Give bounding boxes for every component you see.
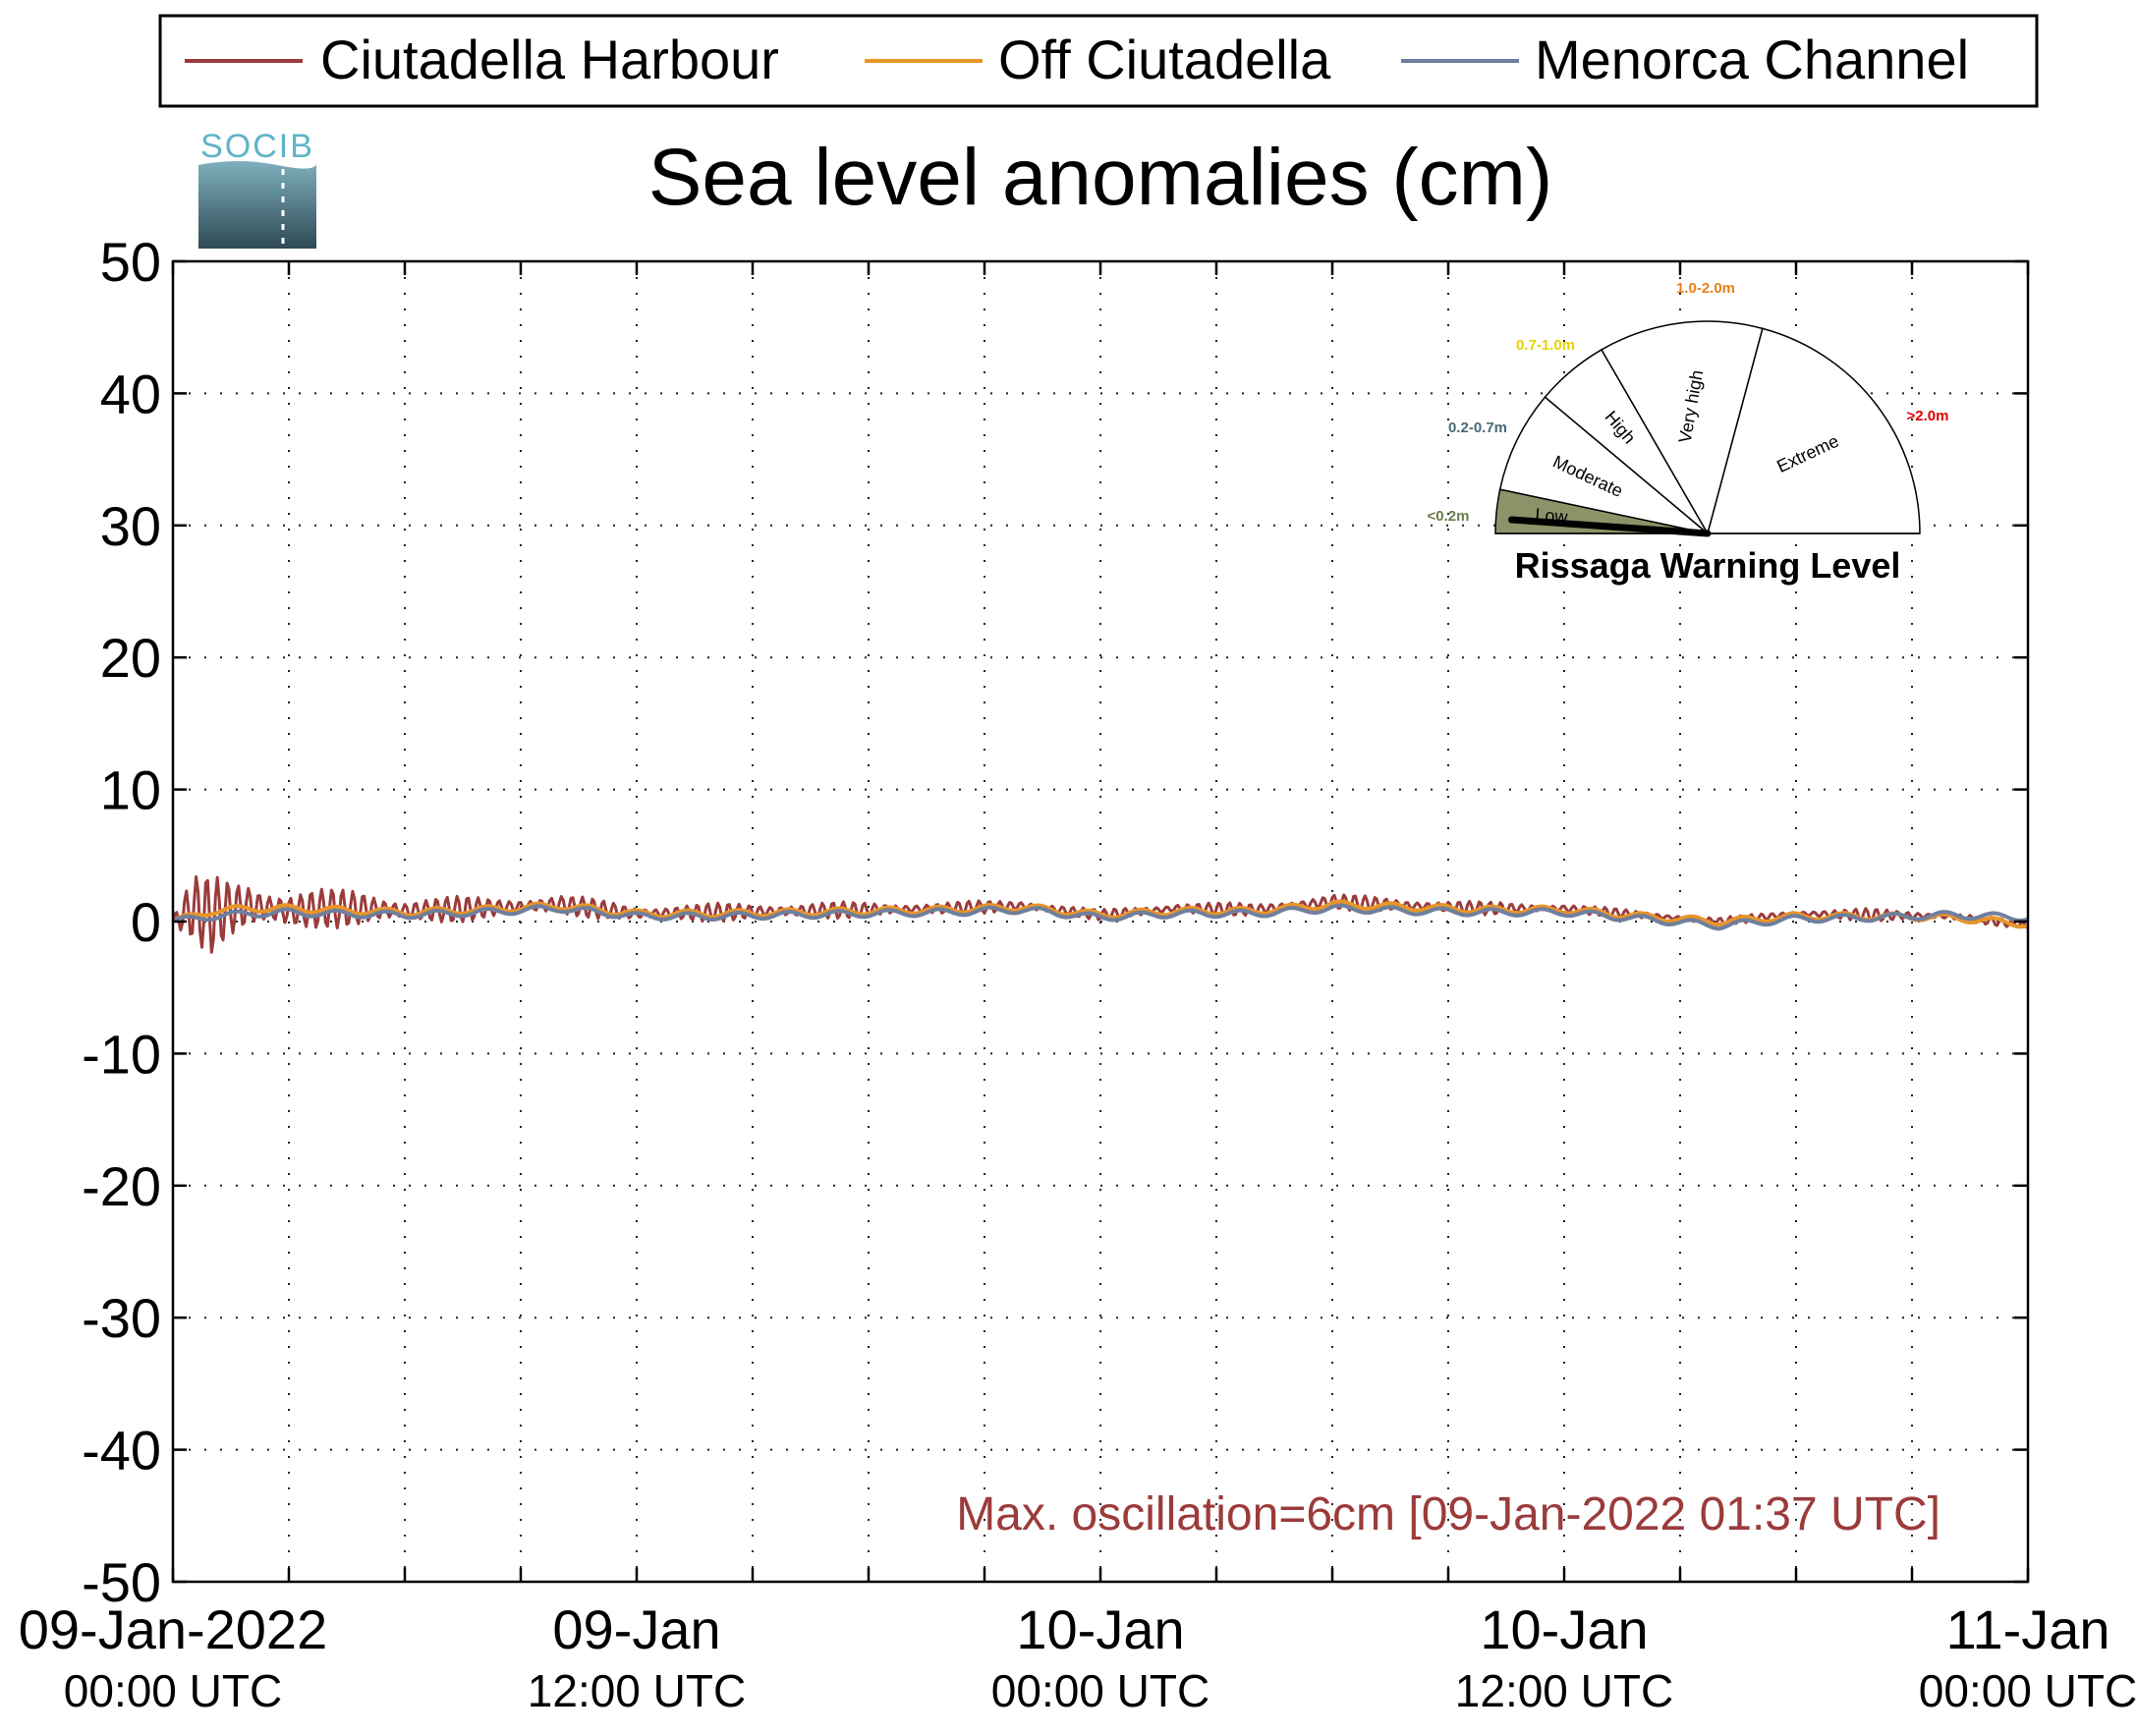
legend-label-ciutadella-harbour: Ciutadella Harbour bbox=[320, 28, 779, 90]
x-tick-label-time: 00:00 UTC bbox=[64, 1665, 282, 1716]
x-tick-label-time: 12:00 UTC bbox=[1455, 1665, 1673, 1716]
x-tick-label-date: 11-Jan bbox=[1945, 1598, 2109, 1660]
y-tick-label: -50 bbox=[82, 1551, 161, 1613]
gauge-range-label: 1.0-2.0m bbox=[1676, 280, 1735, 297]
x-tick-label-date: 09-Jan-2022 bbox=[19, 1598, 327, 1660]
gauge-range-label: 0.2-0.7m bbox=[1448, 420, 1507, 436]
legend-box bbox=[158, 14, 2039, 108]
socib-logo: SOCIB bbox=[198, 128, 316, 249]
logo-text: SOCIB bbox=[200, 128, 314, 165]
y-tick-label: 10 bbox=[100, 759, 161, 821]
y-tick-label: 0 bbox=[131, 891, 161, 953]
series-line-menorca-channel bbox=[172, 903, 2029, 931]
max-oscillation-annotation: Max. oscillation=6cm [09-Jan-2022 01:37 … bbox=[956, 1488, 1940, 1540]
y-tick-label: -40 bbox=[82, 1420, 161, 1482]
gauge-range-label: <0.2m bbox=[1428, 508, 1470, 525]
gauge-sector-very-high bbox=[1600, 320, 1764, 535]
gauge-title: Rissaga Warning Level bbox=[1515, 545, 1901, 586]
axis-ticks bbox=[171, 259, 2030, 1584]
y-tick-label: -10 bbox=[82, 1023, 161, 1085]
legend-label-off-ciutadella: Off Ciutadella bbox=[998, 28, 1331, 90]
gauge-sector-extreme bbox=[1707, 327, 1921, 534]
series-line-off-ciutadella bbox=[171, 899, 2029, 929]
y-tick-label: 50 bbox=[100, 231, 161, 293]
chart-title: Sea level anomalies (cm) bbox=[648, 133, 1553, 222]
x-tick-label-time: 00:00 UTC bbox=[991, 1665, 1209, 1716]
x-tick-label-date: 10-Jan bbox=[1016, 1598, 1184, 1660]
legend-label-menorca-channel: Menorca Channel bbox=[1535, 28, 1969, 90]
gauge-range-label: 0.7-1.0m bbox=[1516, 337, 1575, 354]
x-tick-label-date: 10-Jan bbox=[1480, 1598, 1648, 1660]
x-tick-label-time: 12:00 UTC bbox=[528, 1665, 746, 1716]
x-tick-label-time: 00:00 UTC bbox=[1919, 1665, 2137, 1716]
y-tick-label: 30 bbox=[100, 495, 161, 557]
y-tick-label: 20 bbox=[100, 627, 161, 689]
y-tick-label: -20 bbox=[82, 1155, 161, 1217]
legend: Ciutadella Harbour Off Ciutadella Menorc… bbox=[158, 14, 2039, 108]
gauge-needle bbox=[1507, 516, 1712, 537]
y-tick-label: -30 bbox=[82, 1287, 161, 1349]
series-lines bbox=[171, 874, 2029, 954]
y-tick-labels: 50 40 30 20 10 0 -10 -20 -30 -40 -50 bbox=[82, 231, 161, 1613]
gauge-sector-moderate bbox=[1498, 396, 1709, 534]
x-tick-label-date: 09-Jan bbox=[552, 1598, 720, 1660]
y-tick-label: 40 bbox=[100, 363, 161, 424]
gauge-range-label: >2.0m bbox=[1907, 408, 1949, 424]
